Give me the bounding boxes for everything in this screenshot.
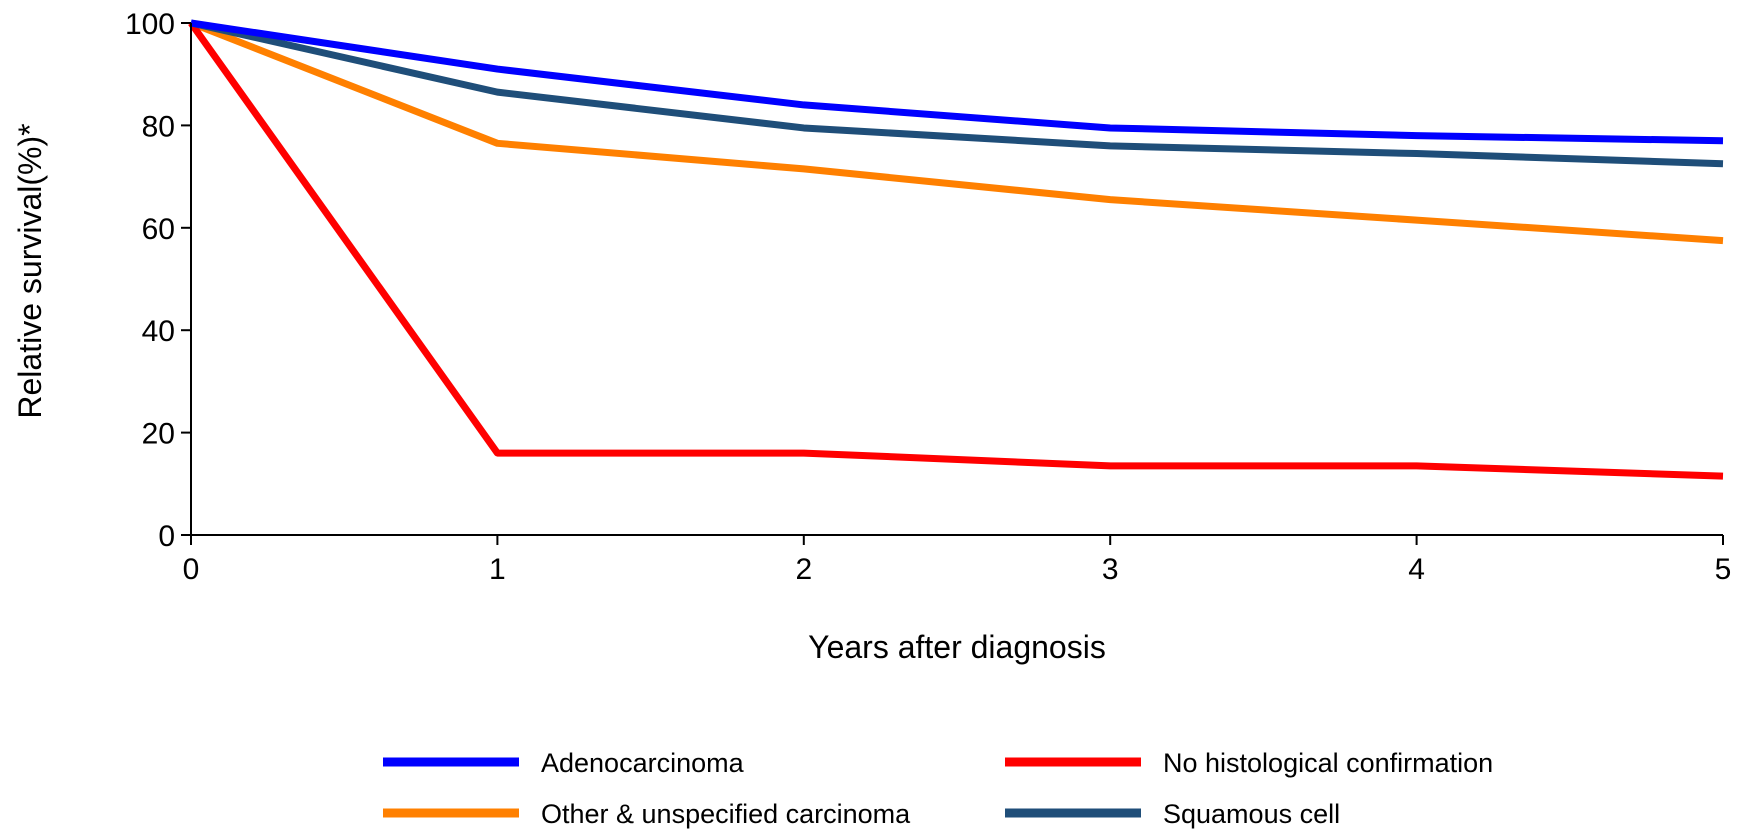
y-axis-title: Relative survival(%)* (12, 123, 48, 418)
legend-label: Adenocarcinoma (541, 748, 745, 778)
y-tick-label: 80 (142, 110, 175, 143)
plot-area (188, 19, 1724, 480)
x-tick-label: 4 (1408, 553, 1425, 586)
x-axis-ticks: 0 1 2 3 4 5 (183, 535, 1732, 586)
x-axis-title: Years after diagnosis (808, 629, 1106, 665)
axes: 0 1 2 3 4 5 0 20 40 60 80 100 (125, 8, 1731, 586)
y-axis-ticks: 0 20 40 60 80 100 (125, 8, 191, 553)
legend-label: Squamous cell (1163, 799, 1340, 829)
y-tick-label: 100 (125, 8, 175, 41)
legend-item-squamous-cell: Squamous cell (1005, 799, 1340, 829)
x-tick-label: 1 (489, 553, 506, 586)
series-line-other-unspecified-carcinoma (189, 19, 1724, 245)
series-line-no-histological-confirmation (188, 20, 1724, 480)
y-tick-label: 20 (142, 418, 175, 451)
series-line-adenocarcinoma (190, 19, 1724, 145)
legend-item-no-histological-confirmation: No histological confirmation (1005, 748, 1493, 778)
legend-label: Other & unspecified carcinoma (541, 799, 911, 829)
x-tick-label: 5 (1715, 553, 1732, 586)
y-tick-label: 60 (142, 213, 175, 246)
legend-item-other-unspecified-carcinoma: Other & unspecified carcinoma (383, 799, 911, 829)
legend-label: No histological confirmation (1163, 748, 1493, 778)
x-tick-label: 2 (795, 553, 812, 586)
y-tick-label: 0 (158, 520, 175, 553)
series-line-squamous-cell (190, 19, 1724, 168)
y-tick-label: 40 (142, 315, 175, 348)
x-tick-label: 3 (1102, 553, 1119, 586)
x-tick-label: 0 (183, 553, 200, 586)
legend-item-adenocarcinoma: Adenocarcinoma (383, 748, 745, 778)
legend: Adenocarcinoma No histological confirmati… (383, 748, 1493, 829)
